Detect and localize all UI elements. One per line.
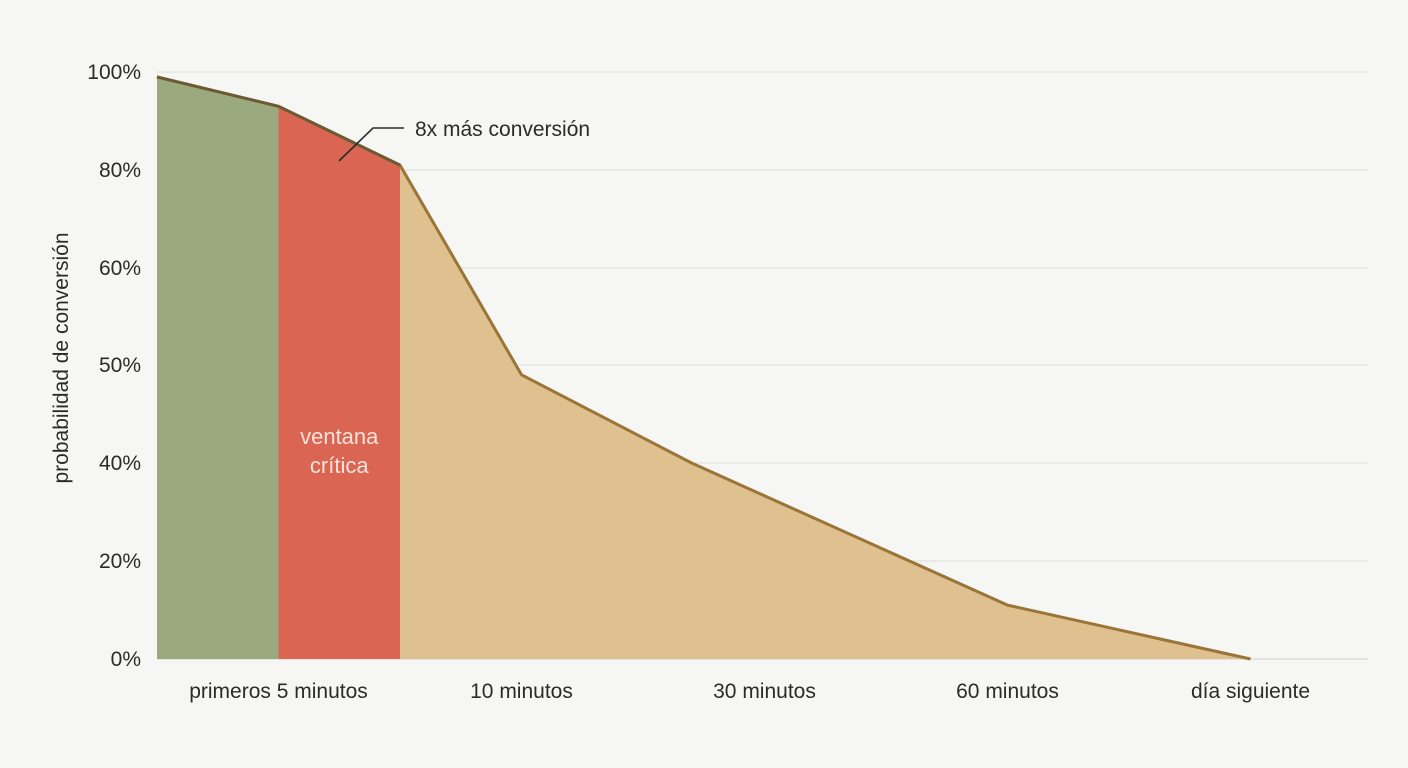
- area-regions: [157, 76, 1251, 660]
- y-tick-label: 100%: [87, 61, 141, 84]
- y-tick-label: 40%: [99, 452, 141, 475]
- x-category-label: primeros 5 minutos: [189, 680, 368, 703]
- y-tick-label: 20%: [99, 550, 141, 573]
- y-tick-label: 0%: [111, 648, 141, 671]
- area-region-green: [157, 76, 279, 659]
- annotation: 8x más conversión: [338, 118, 590, 162]
- curve-line: [156, 75, 1251, 661]
- x-category-label: 60 minutos: [956, 680, 1059, 703]
- x-category-label: día siguiente: [1191, 680, 1310, 703]
- x-category-label: 30 minutos: [713, 680, 816, 703]
- region-label-critical: ventana: [300, 424, 379, 449]
- area-region-critical: [278, 106, 400, 660]
- y-axis-title: probabilidad de conversión: [50, 232, 73, 483]
- y-axis-ticks: 0% 20% 40% 50% 60% 80% 100%: [87, 61, 141, 671]
- area-region-rest: [400, 165, 1251, 659]
- x-axis-categories: primeros 5 minutos 10 minutos 30 minutos 60…: [189, 680, 1310, 703]
- x-category-label: 10 minutos: [470, 680, 573, 703]
- y-tick-label: 80%: [99, 159, 141, 182]
- annotation-leader-line: [338, 127, 404, 162]
- region-label-critical: crítica: [310, 453, 369, 478]
- annotation-label: 8x más conversión: [415, 118, 590, 141]
- y-tick-label: 60%: [99, 257, 141, 280]
- region-labels: ventana crítica: [300, 424, 379, 478]
- y-tick-label: 50%: [99, 354, 141, 377]
- series-line-highlight: [156, 75, 401, 167]
